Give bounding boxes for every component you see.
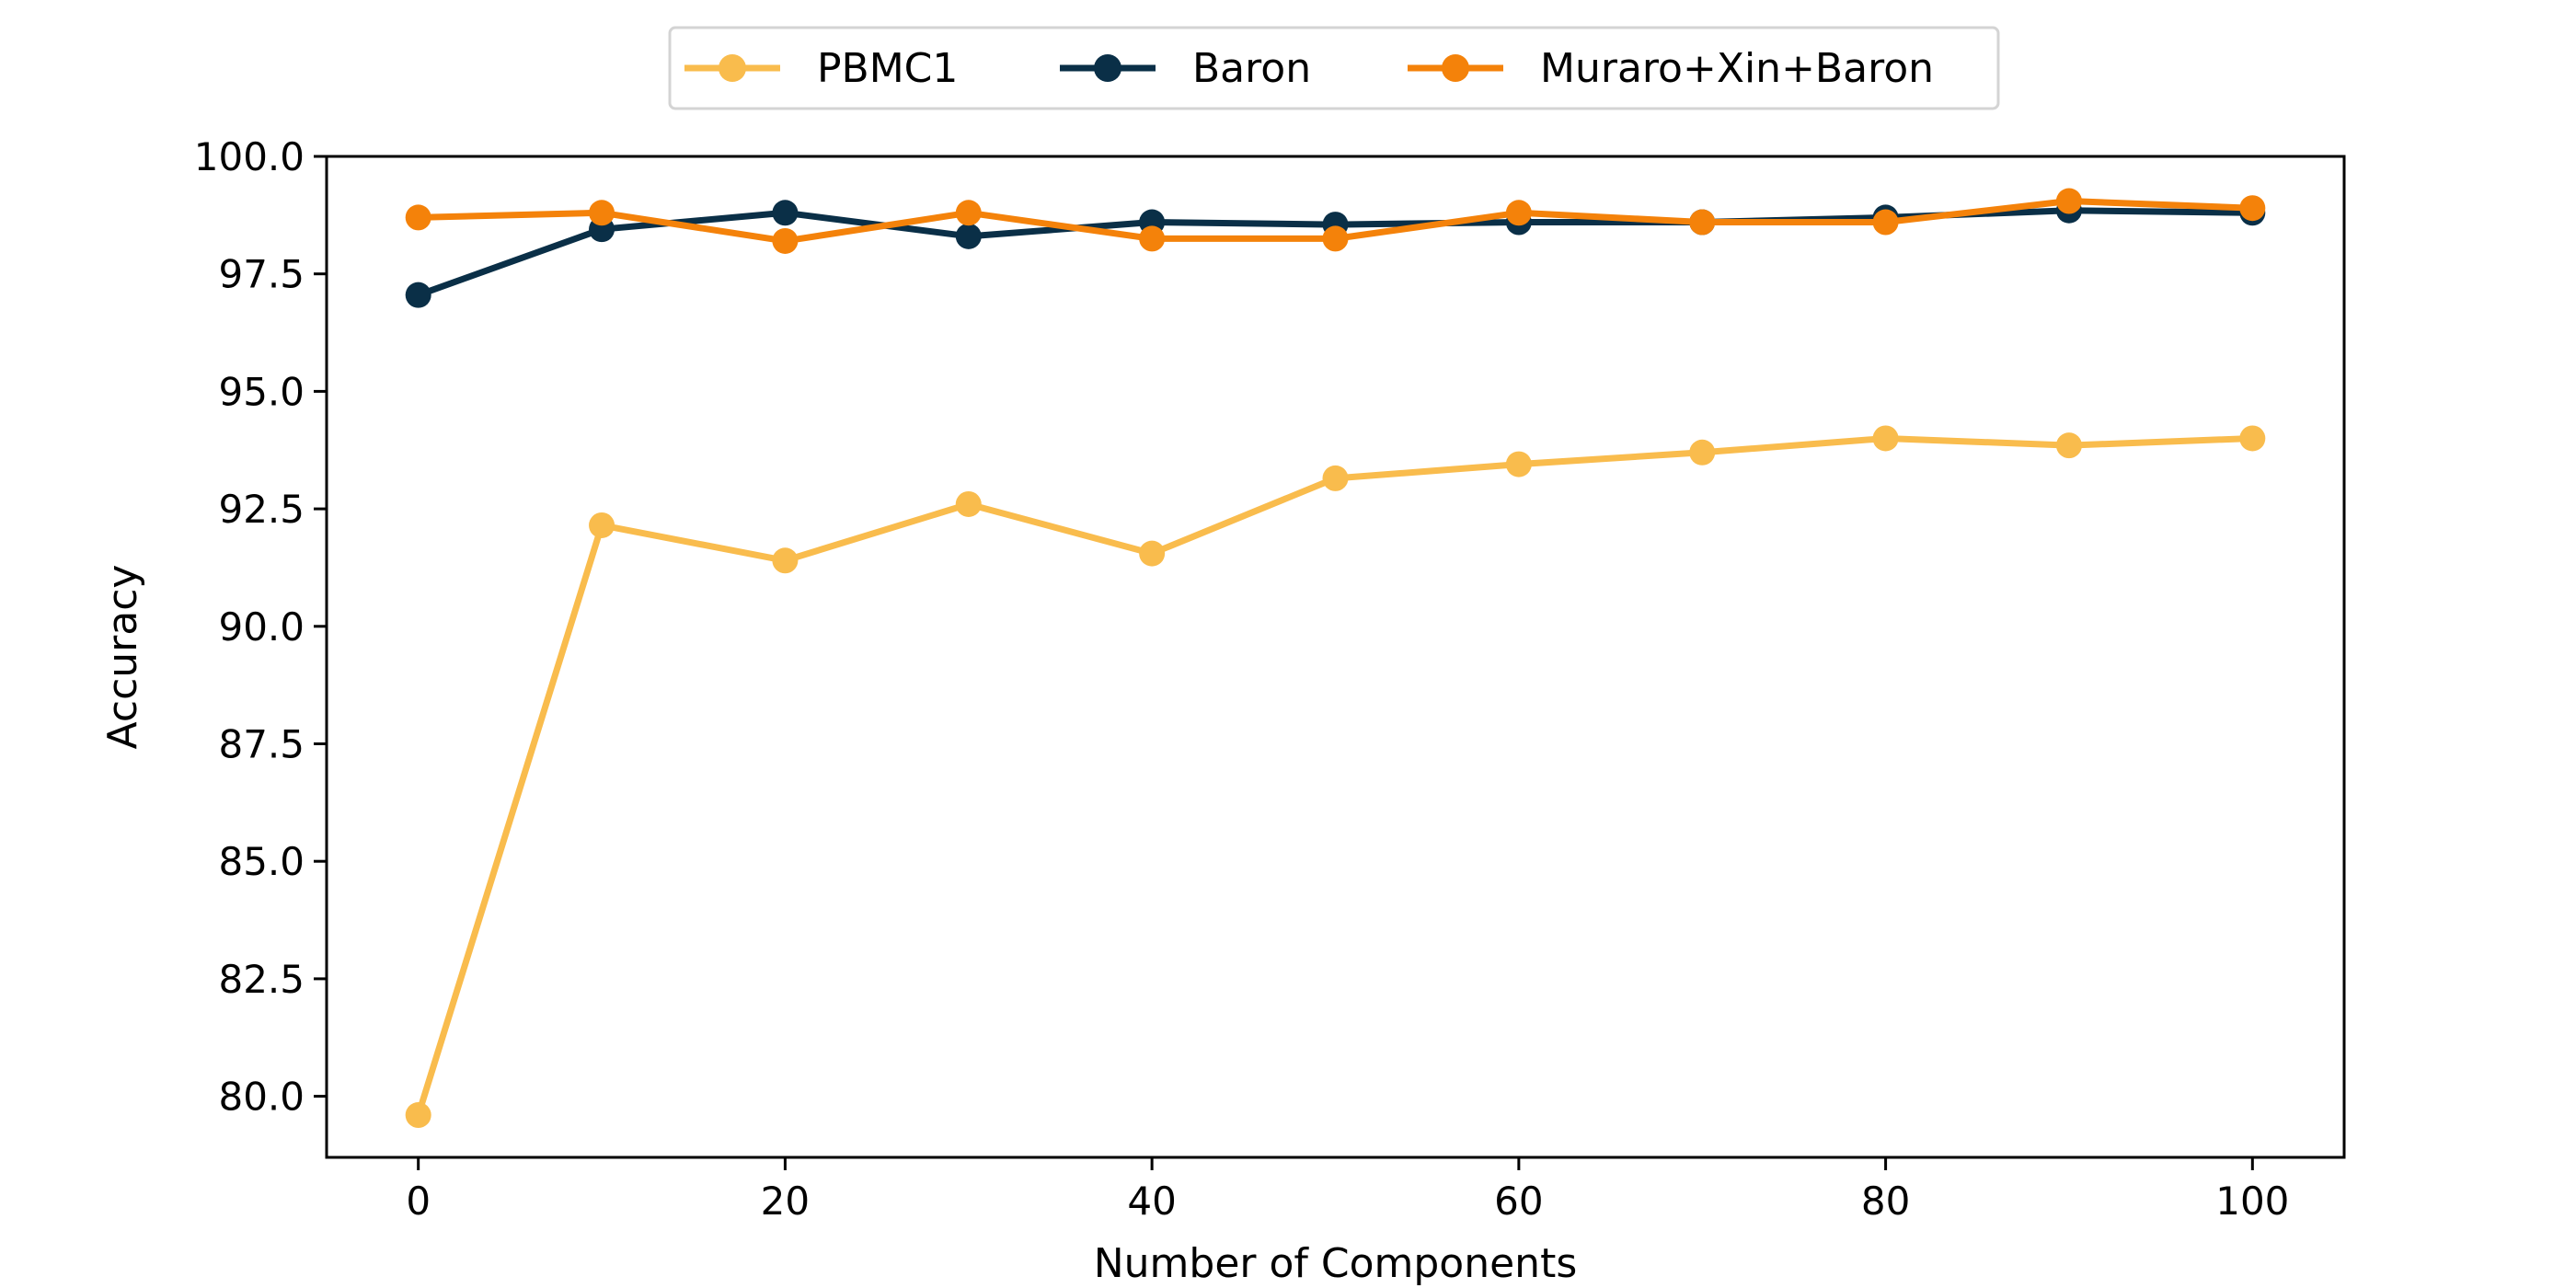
data-point (1872, 425, 1899, 452)
x-axis: 0 20 40 60 80 100 (406, 1157, 2289, 1224)
x-tick-label: 100 (2215, 1179, 2289, 1224)
data-point (405, 204, 431, 231)
y-tick-label: 92.5 (218, 487, 305, 532)
data-point (772, 200, 799, 226)
data-point (2239, 425, 2266, 452)
data-point (2055, 188, 2082, 214)
data-point (1139, 540, 1166, 567)
data-point (1872, 209, 1899, 236)
legend-item: Muraro+Xin+Baron (1408, 45, 1934, 92)
data-point (589, 512, 615, 538)
data-point (955, 490, 982, 517)
y-tick-label: 100.0 (194, 134, 305, 179)
plot-frame (325, 155, 2346, 1159)
data-point (1322, 225, 1349, 252)
series-muraro-xin-baron (405, 188, 2266, 254)
data-point (405, 1102, 431, 1129)
data-point (1505, 200, 1532, 226)
legend-marker (1094, 54, 1121, 82)
legend: PBMC1 Baron Muraro+Xin+Baron (668, 26, 2000, 110)
plot-area (325, 155, 2346, 1159)
legend-marker (1442, 54, 1469, 82)
data-point (772, 547, 799, 574)
series-baron (405, 197, 2266, 308)
y-axis: 80.0 82.5 85.0 87.5 90.0 92.5 95.0 97.5 100.0 (194, 134, 327, 1120)
y-tick-label: 87.5 (218, 721, 305, 766)
y-tick-label: 95.0 (218, 369, 305, 414)
y-tick-label: 82.5 (218, 957, 305, 1002)
data-point (1689, 439, 1716, 466)
x-tick-label: 80 (1861, 1179, 1910, 1224)
data-point (1322, 465, 1349, 491)
data-point (2055, 432, 2082, 459)
y-tick-label: 80.0 (218, 1075, 305, 1120)
x-tick-label: 0 (406, 1179, 431, 1224)
x-tick-label: 20 (761, 1179, 810, 1224)
series-pbmc1 (405, 425, 2266, 1129)
x-tick-label: 40 (1127, 1179, 1176, 1224)
legend-label: Muraro+Xin+Baron (1540, 45, 1934, 92)
legend-box (668, 26, 2000, 110)
data-point (2239, 195, 2266, 222)
y-tick-label: 97.5 (218, 252, 305, 297)
y-axis-title: Accuracy (99, 565, 146, 750)
legend-label: Baron (1192, 45, 1311, 92)
y-tick-label: 90.0 (218, 604, 305, 650)
data-point (1139, 225, 1166, 252)
data-point (955, 223, 982, 249)
legend-marker (719, 54, 746, 82)
data-point (405, 282, 431, 308)
y-tick-label: 85.0 (218, 839, 305, 884)
data-point (1689, 209, 1716, 236)
series-line (415, 434, 2253, 1117)
data-point (1505, 451, 1532, 477)
legend-item: PBMC1 (684, 45, 958, 92)
legend-label: PBMC1 (817, 45, 958, 92)
legend-item: Baron (1060, 45, 1311, 92)
x-axis-title: Number of Components (1094, 1240, 1578, 1287)
data-point (955, 200, 982, 226)
data-point (772, 227, 799, 254)
data-point (589, 200, 615, 226)
x-tick-label: 60 (1494, 1179, 1543, 1224)
